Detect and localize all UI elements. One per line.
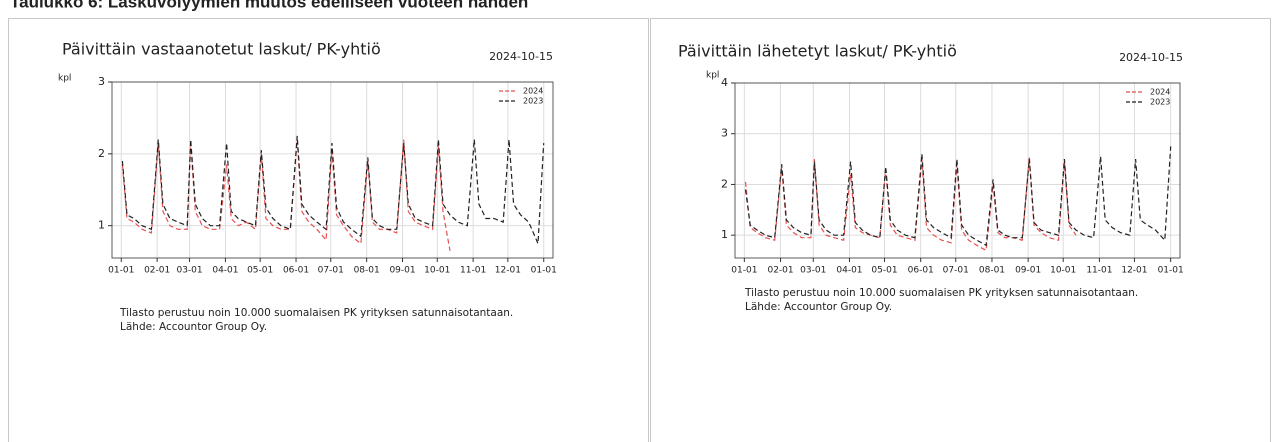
y-tick-label: 2 bbox=[98, 147, 105, 160]
y-tick-label: 1 bbox=[721, 228, 728, 241]
chart-date: 2024-10-15 bbox=[489, 50, 553, 63]
series-line bbox=[744, 156, 1077, 252]
series-line bbox=[744, 146, 1172, 247]
footnote: Tilasto perustuu noin 10.000 suomalaisen… bbox=[744, 287, 1138, 299]
x-tick-label: 02-01 bbox=[144, 266, 170, 276]
x-tick-label: 01-01 bbox=[731, 266, 757, 276]
x-tick-label: 11-01 bbox=[460, 266, 486, 276]
x-tick-label: 01-01 bbox=[1158, 266, 1184, 276]
x-tick-label: 08-01 bbox=[979, 266, 1005, 276]
plot-frame bbox=[734, 82, 1181, 259]
x-tick-label: 10-01 bbox=[424, 266, 450, 276]
legend-label: 2024 bbox=[523, 87, 543, 96]
series-line bbox=[121, 135, 545, 244]
x-tick-label: 09-01 bbox=[389, 266, 415, 276]
y-tick-label: 2 bbox=[721, 177, 728, 190]
y-axis-label: kpl bbox=[706, 71, 719, 81]
footnote: Lähde: Accountor Group Oy. bbox=[745, 301, 892, 313]
x-tick-label: 12-01 bbox=[495, 266, 521, 276]
y-tick-label: 4 bbox=[721, 76, 728, 89]
x-tick-label: 12-01 bbox=[1121, 266, 1147, 276]
x-tick-label: 05-01 bbox=[871, 266, 897, 276]
x-tick-label: 06-01 bbox=[283, 266, 309, 276]
x-tick-label: 07-01 bbox=[943, 266, 969, 276]
x-tick-label: 11-01 bbox=[1086, 266, 1112, 276]
panel bbox=[650, 18, 1271, 442]
x-tick-label: 04-01 bbox=[212, 266, 238, 276]
x-tick-label: 03-01 bbox=[800, 266, 826, 276]
y-axis-label: kpl bbox=[58, 74, 71, 84]
x-tick-label: 01-01 bbox=[108, 266, 134, 276]
chart-title: Päivittäin lähetetyt laskut/ PK-yhtiö bbox=[678, 42, 957, 61]
footnote: Tilasto perustuu noin 10.000 suomalaisen… bbox=[119, 307, 513, 319]
x-tick-label: 03-01 bbox=[176, 266, 202, 276]
x-tick-label: 05-01 bbox=[247, 266, 273, 276]
x-tick-label: 02-01 bbox=[767, 266, 793, 276]
x-tick-label: 04-01 bbox=[836, 266, 862, 276]
chart-date: 2024-10-15 bbox=[1119, 51, 1183, 64]
legend-label: 2024 bbox=[1150, 88, 1170, 97]
series-line bbox=[121, 139, 451, 251]
plot-frame bbox=[111, 81, 554, 259]
legend-label: 2023 bbox=[523, 97, 543, 106]
chart-title: Päivittäin vastaanotetut laskut/ PK-yhti… bbox=[62, 40, 381, 59]
y-tick-label: 3 bbox=[721, 127, 728, 140]
x-tick-label: 01-01 bbox=[531, 266, 557, 276]
x-tick-label: 10-01 bbox=[1050, 266, 1076, 276]
x-tick-label: 08-01 bbox=[354, 266, 380, 276]
page-title: Taulukko 6: Laskuvolyymien muutos edelli… bbox=[10, 0, 528, 11]
legend-label: 2023 bbox=[1150, 98, 1170, 107]
footnote: Lähde: Accountor Group Oy. bbox=[120, 321, 267, 333]
y-tick-label: 3 bbox=[98, 75, 105, 88]
x-tick-label: 06-01 bbox=[908, 266, 934, 276]
y-tick-label: 1 bbox=[98, 219, 105, 232]
x-tick-label: 07-01 bbox=[318, 266, 344, 276]
x-tick-label: 09-01 bbox=[1015, 266, 1041, 276]
panel bbox=[8, 18, 649, 442]
